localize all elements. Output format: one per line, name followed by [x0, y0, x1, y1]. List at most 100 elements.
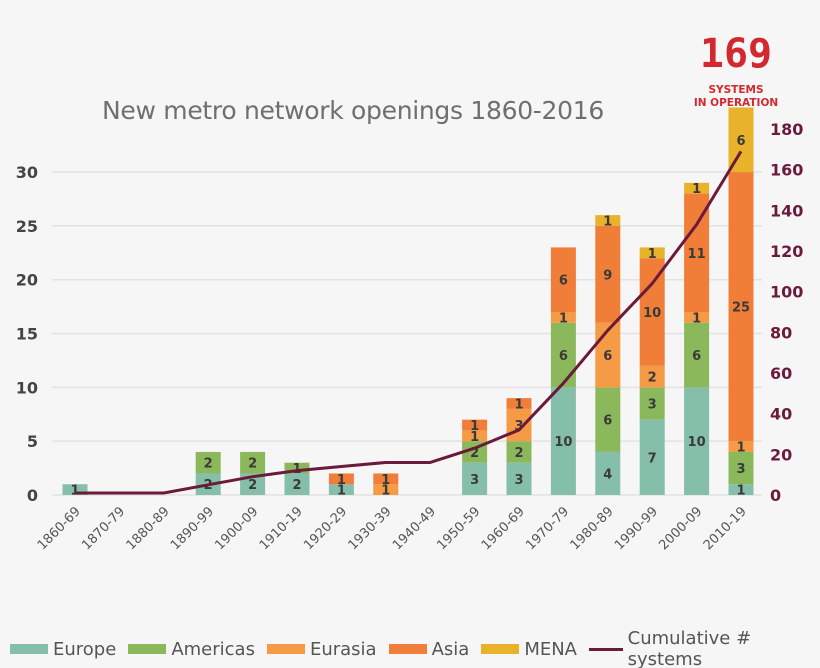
x-tick-label: 2000-09 [656, 504, 705, 553]
legend-label: Americas [171, 638, 255, 660]
data-label: 1 [736, 484, 745, 499]
data-label: 1 [692, 311, 701, 326]
y-right-tick-label: 100 [770, 283, 803, 302]
data-label: 2 [292, 478, 301, 493]
bar-segment-mena [595, 215, 621, 226]
bar-segment-europe [506, 462, 532, 495]
data-label: 1 [514, 398, 523, 413]
x-tick-label: 1990-99 [612, 504, 661, 553]
x-tick-label: 1900-09 [212, 504, 261, 553]
data-label: 6 [736, 134, 745, 149]
bar-segment-eurasia [550, 312, 576, 323]
cumulative-line [75, 150, 743, 495]
data-label: 6 [559, 274, 568, 289]
bar-segment-mena [639, 247, 665, 259]
data-label: 25 [732, 301, 750, 316]
y-left-tick-label: 30 [16, 163, 38, 182]
legend-item-cumulative: Cumulative # systems [589, 628, 808, 668]
bar-segment-asia [639, 258, 665, 366]
y-right-tick-label: 20 [770, 445, 792, 464]
y-right-tick-label: 80 [770, 323, 792, 342]
bar-segment-europe [62, 484, 88, 495]
data-label: 1 [736, 441, 745, 456]
bar-segment-americas [550, 322, 576, 388]
x-tick-label: 1860-69 [35, 504, 84, 553]
data-label: 10 [554, 435, 572, 450]
legend-label: Eurasia [309, 638, 377, 660]
legend-label: Cumulative # systems [627, 628, 752, 668]
data-label: 10 [688, 435, 706, 450]
x-tick-label: 1920-29 [301, 504, 350, 553]
bar-segment-asia [728, 172, 754, 442]
bar-segment-eurasia [462, 430, 488, 442]
data-label: 2 [204, 457, 213, 472]
legend-item-mena: MENA [481, 639, 577, 660]
legend-label: Europe [53, 638, 117, 660]
annotation-value: 169 [699, 31, 773, 77]
legend-item-eurasia: Eurasia [266, 638, 377, 660]
bar-segment-asia [595, 225, 621, 323]
legend-swatch [10, 644, 48, 654]
legend-label: MENA [524, 638, 577, 660]
legend-swatch [388, 644, 427, 654]
bar-segment-europe [284, 473, 310, 495]
x-tick-label: 1940-49 [390, 504, 439, 553]
data-label: 1 [381, 473, 390, 488]
annotation-line2: IN OPERATION [693, 97, 779, 109]
data-label: 6 [603, 349, 612, 364]
data-label: 3 [736, 462, 745, 477]
bar-segment-mena [684, 182, 710, 194]
bar-segment-mena [728, 107, 754, 173]
data-label: 2 [248, 457, 257, 472]
bar-segment-europe [462, 462, 488, 495]
bar-segment-asia [462, 419, 488, 431]
y-left-tick-label: 15 [16, 325, 38, 344]
bar-segment-europe [550, 387, 576, 495]
x-tick-label: 2010-19 [701, 504, 750, 553]
y-right-tick-label: 40 [770, 405, 792, 424]
y-left-tick-label: 0 [27, 486, 38, 505]
bar-segment-europe [728, 484, 754, 495]
data-label: 1 [648, 247, 657, 262]
data-label: 7 [648, 451, 657, 466]
y-right-tick-label: 180 [770, 120, 803, 139]
data-label: 3 [470, 473, 479, 488]
data-label: 11 [688, 247, 706, 262]
legend-item-europe: Europe [10, 639, 116, 660]
legend-swatch [481, 644, 520, 654]
legend-label: Asia [431, 638, 470, 660]
bar-segment-eurasia [684, 312, 710, 323]
data-label: 6 [559, 349, 568, 364]
data-label: 1 [603, 215, 612, 230]
bar-segment-eurasia [506, 408, 532, 442]
legend-item-americas: Americas [128, 639, 255, 660]
data-label: 1 [559, 311, 568, 326]
y-right-tick-label: 120 [770, 242, 803, 261]
bar-segment-americas [639, 387, 665, 420]
data-label: 2 [248, 478, 257, 493]
bar-segment-eurasia [373, 484, 399, 495]
data-label: 6 [692, 349, 701, 364]
legend-swatch [266, 644, 305, 654]
bar-segment-americas [506, 441, 532, 463]
x-tick-label: 1980-89 [568, 504, 617, 553]
bar-segment-asia [506, 398, 532, 409]
data-label: 2 [514, 446, 523, 461]
y-left-tick-label: 25 [16, 217, 38, 236]
x-tick-label: 1910-19 [257, 504, 306, 553]
bar-segment-asia [328, 473, 354, 485]
bar-segment-eurasia [595, 322, 621, 388]
bar-segment-asia [550, 247, 576, 312]
bar-segment-americas [595, 387, 621, 452]
bar-segment-europe [639, 419, 665, 495]
data-label: 1 [470, 419, 479, 434]
legend-swatch [128, 644, 167, 654]
legend-swatch [589, 647, 623, 651]
bar-segment-americas [284, 462, 310, 474]
bar-segment-europe [684, 387, 710, 495]
data-label: 9 [603, 268, 612, 283]
bar-segment-americas [195, 451, 221, 474]
annotation-line1: SYSTEMS [708, 84, 764, 96]
data-label: 1 [337, 473, 346, 488]
